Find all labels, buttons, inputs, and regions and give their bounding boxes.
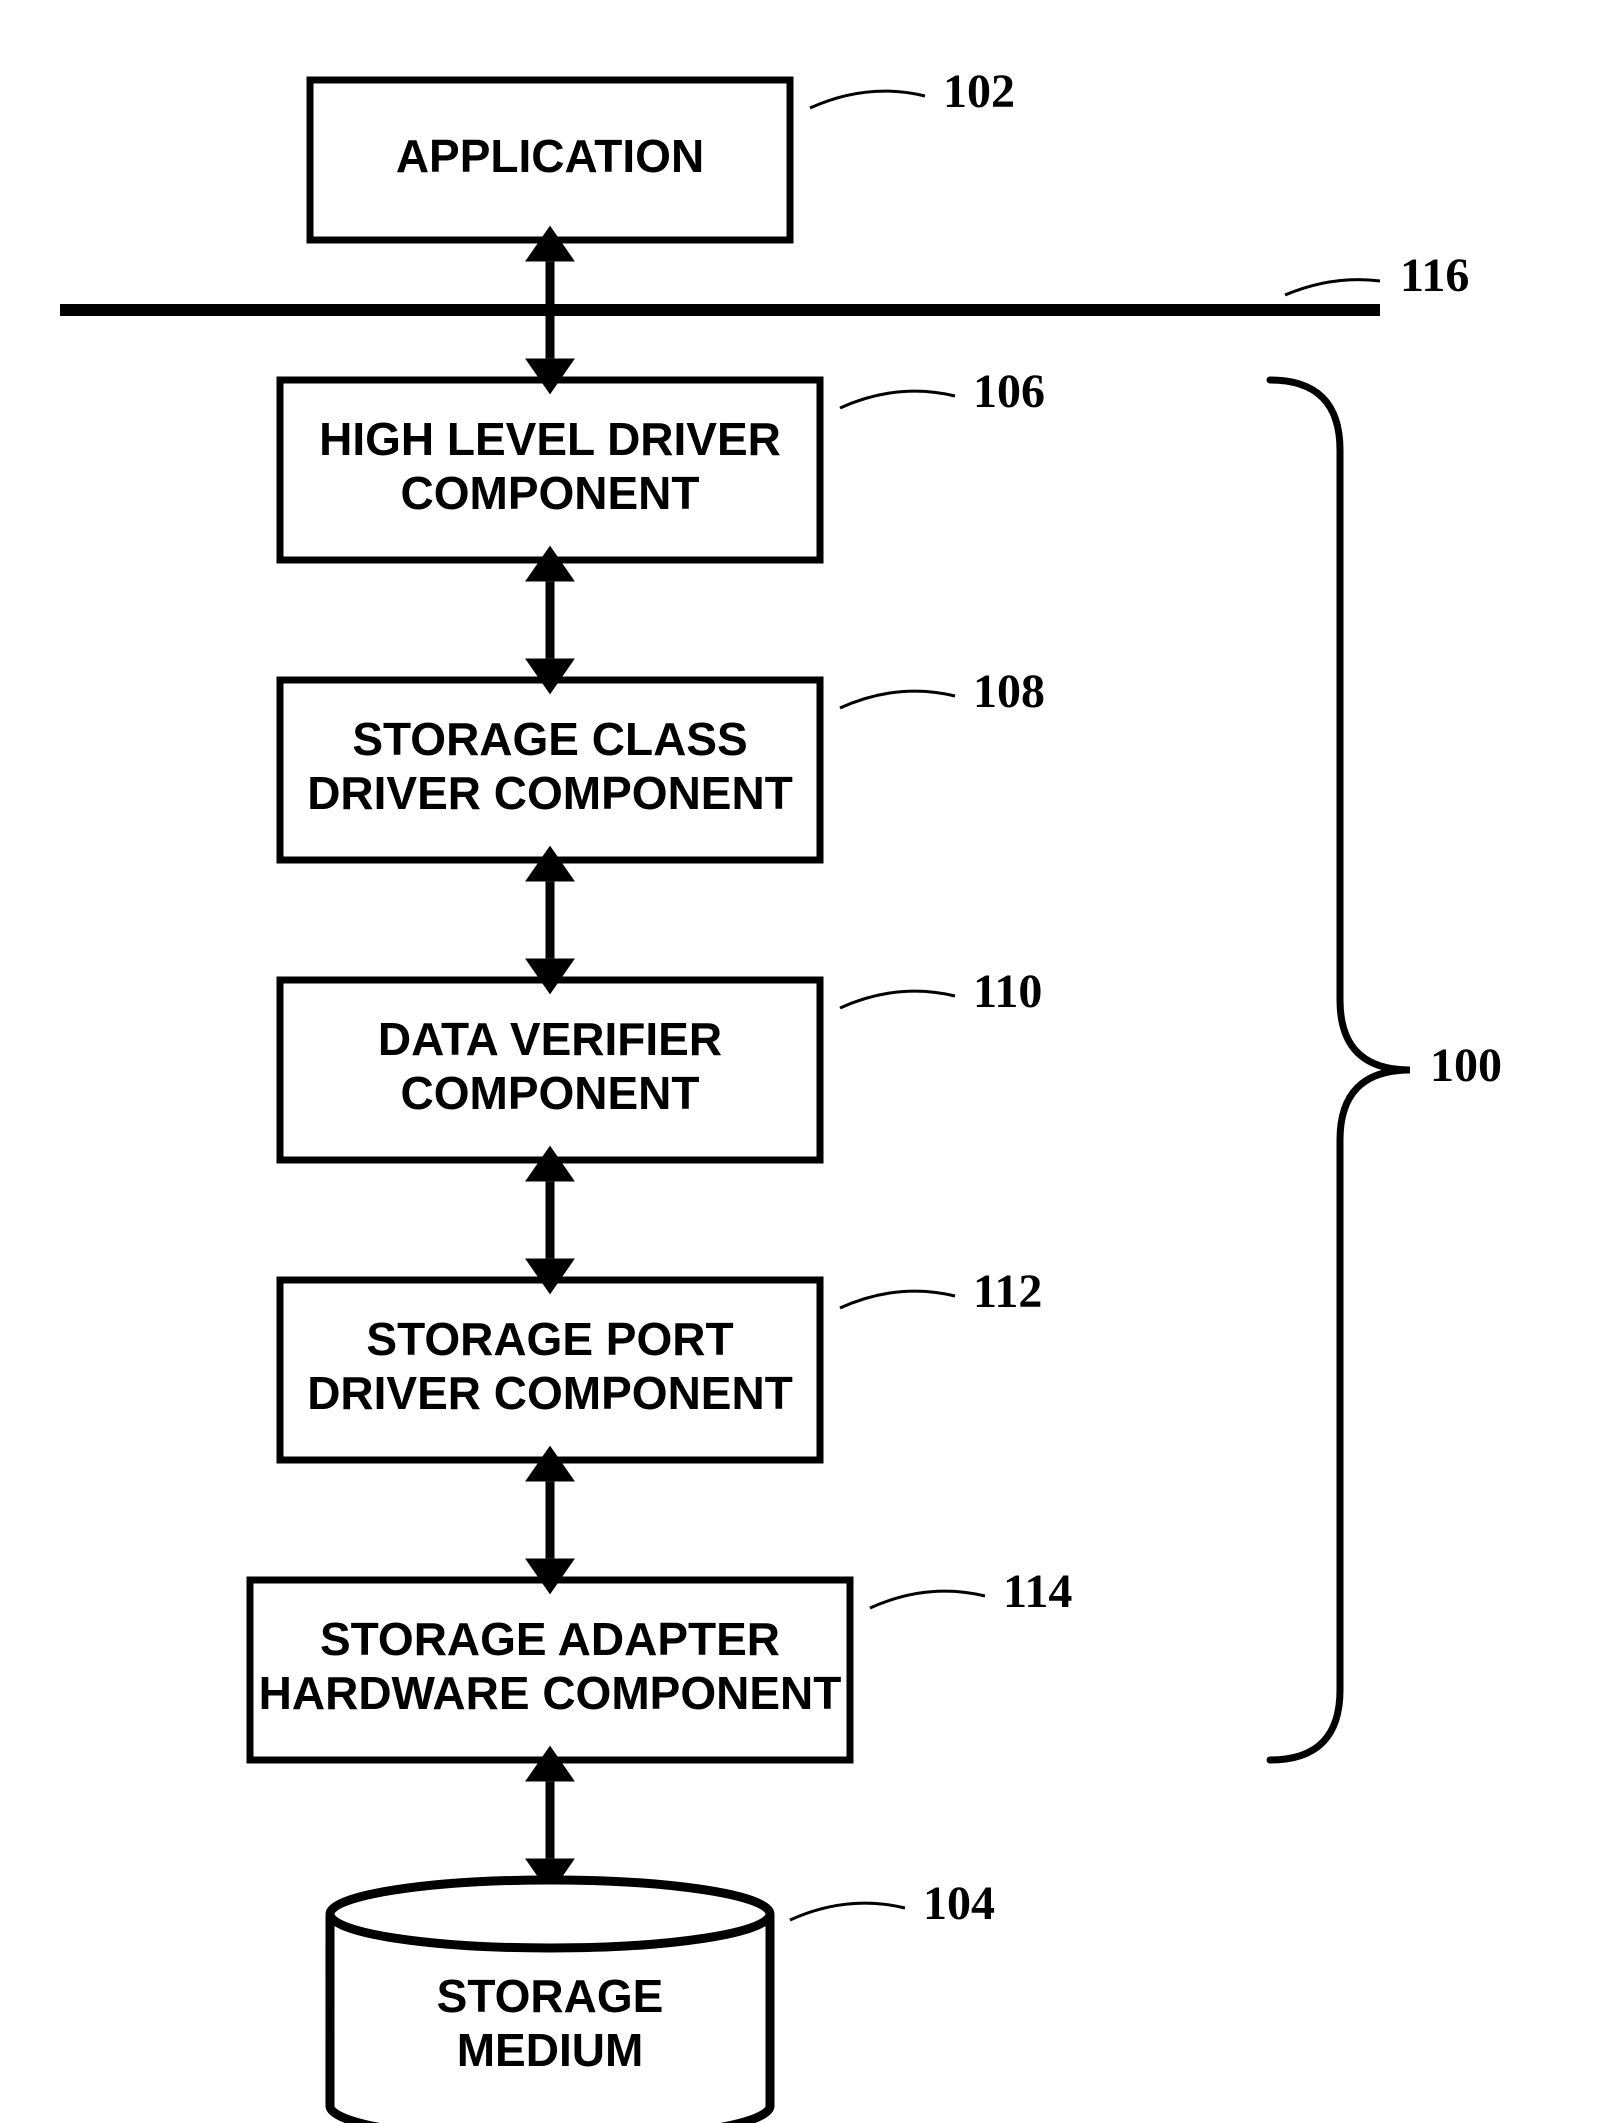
box-text-storage-class-1: DRIVER COMPONENT: [307, 767, 793, 819]
box-high-level-driver: HIGH LEVEL DRIVERCOMPONENT 106: [280, 365, 1045, 560]
box-text-storage-port-0: STORAGE PORT: [366, 1313, 733, 1365]
cylinder-text-1: MEDIUM: [457, 2024, 644, 2076]
box-text-data-verifier-0: DATA VERIFIER: [378, 1013, 722, 1065]
box-text-data-verifier-1: COMPONENT: [401, 1067, 700, 1119]
ref-label-116: 116: [1400, 249, 1469, 302]
leader-104: [790, 1903, 905, 1920]
box-application: APPLICATION 102: [310, 65, 1015, 240]
leader-108: [840, 691, 955, 708]
box-storage-class: STORAGE CLASSDRIVER COMPONENT 108: [280, 665, 1045, 860]
leader-102: [810, 91, 925, 108]
ref-label-108: 108: [973, 665, 1045, 718]
box-text-high-level-driver-1: COMPONENT: [401, 467, 700, 519]
box-text-storage-port-1: DRIVER COMPONENT: [307, 1367, 793, 1419]
box-text-application-0: APPLICATION: [396, 130, 704, 182]
ref-label-112: 112: [973, 1265, 1042, 1318]
ref-label-102: 102: [943, 65, 1015, 118]
leader-112: [840, 1291, 955, 1308]
leader-116: [1285, 280, 1380, 295]
box-text-storage-class-0: STORAGE CLASS: [352, 713, 747, 765]
box-text-storage-adapter-0: STORAGE ADAPTER: [320, 1613, 780, 1665]
box-storage-port: STORAGE PORTDRIVER COMPONENT 112: [280, 1265, 1042, 1460]
box-data-verifier: DATA VERIFIERCOMPONENT 110: [280, 965, 1042, 1160]
ref-label-106: 106: [973, 365, 1045, 418]
cylinder-storage-medium: STORAGEMEDIUM 104: [330, 1877, 995, 2123]
leader-114: [870, 1591, 985, 1608]
ref-label-110: 110: [973, 965, 1042, 1018]
box-text-high-level-driver-0: HIGH LEVEL DRIVER: [319, 413, 781, 465]
leader-110: [840, 991, 955, 1008]
brace-100: [1270, 380, 1410, 1760]
box-storage-adapter: STORAGE ADAPTERHARDWARE COMPONENT 114: [250, 1565, 1072, 1760]
ref-label-114: 114: [1003, 1565, 1072, 1618]
ref-label-104: 104: [923, 1877, 995, 1930]
leader-106: [840, 391, 955, 408]
cylinder-text-0: STORAGE: [437, 1970, 664, 2022]
box-text-storage-adapter-1: HARDWARE COMPONENT: [259, 1667, 842, 1719]
ref-label-100: 100: [1430, 1039, 1502, 1092]
